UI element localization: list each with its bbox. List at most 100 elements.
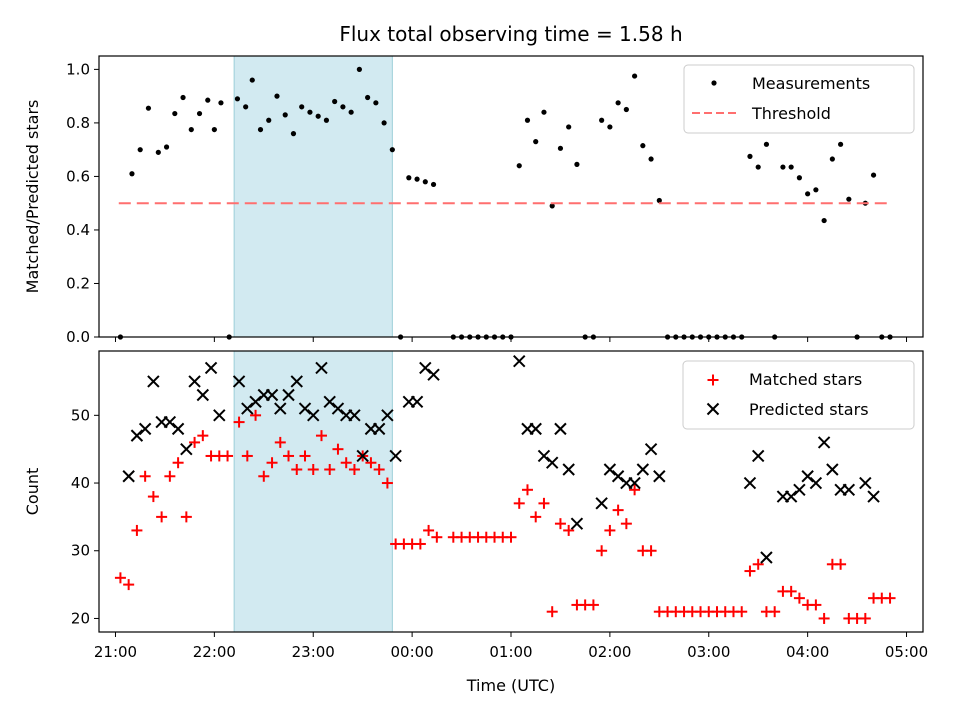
predicted-point: [356, 449, 369, 463]
measurement-point: [846, 196, 852, 202]
ratio-ticks: 0.0 0.2 0.4 0.6 0.8 1.0: [66, 60, 908, 346]
matched-point: [373, 463, 385, 475]
predicted-point: [147, 375, 160, 388]
predicted-point-b: [760, 551, 773, 564]
predicted-point: [298, 402, 312, 415]
measurement-point: [805, 191, 811, 197]
measurement-point: [599, 117, 605, 123]
matched-point: [513, 497, 525, 509]
matched-point: [156, 511, 168, 523]
predicted-point-b: [282, 388, 295, 402]
matched-point: [835, 558, 847, 570]
matched-point: [612, 504, 624, 516]
ytick-label: 30: [71, 542, 90, 560]
predicted-point-b: [603, 463, 617, 476]
ytick-label: 1.0: [66, 60, 90, 78]
predicted-point-b: [188, 375, 201, 388]
matched-point: [736, 606, 748, 618]
matched-point: [793, 592, 805, 604]
predicted-point-b: [545, 456, 559, 469]
observing-window-span: [233, 350, 393, 633]
predicted-point-b: [743, 476, 757, 490]
matched-point: [769, 606, 781, 618]
predicted-point-b: [290, 375, 303, 388]
predicted-point: [570, 517, 584, 530]
predicted-point-b: [562, 463, 575, 476]
measurement-point: [323, 117, 330, 123]
predicted-point: [180, 442, 193, 456]
predicted-point: [653, 470, 666, 483]
matched-point: [538, 497, 550, 509]
predicted-point-b: [867, 490, 880, 503]
predicted-point-b: [147, 375, 160, 388]
measurement-point: [257, 126, 264, 133]
matched-point: [164, 470, 176, 482]
predicted-point: [628, 476, 641, 490]
legend-plus: [707, 374, 719, 386]
observing-window-span: [233, 55, 393, 338]
predicted-point: [644, 442, 658, 456]
predicted-point: [249, 395, 262, 408]
measurement-point: [389, 147, 395, 153]
matched-point: [629, 484, 641, 496]
measurement-point: [373, 100, 379, 106]
matched-point: [283, 450, 295, 462]
measurement-point: [348, 109, 354, 115]
predicted-point-b: [537, 449, 551, 463]
legend-x-b: [706, 402, 720, 416]
ytick-label: 50: [71, 406, 90, 424]
predicted-point-b: [859, 476, 872, 490]
matched-point: [521, 484, 533, 496]
xtick-label: 04:00: [786, 643, 829, 661]
measurement-point: [574, 161, 580, 167]
matched-point: [620, 518, 632, 530]
predicted-point-b: [372, 422, 386, 436]
predicted-point-b: [171, 422, 185, 436]
matched-point: [810, 599, 822, 611]
predicted-point: [529, 422, 542, 436]
predicted-point-b: [196, 388, 210, 402]
predicted-point-b: [751, 449, 765, 463]
matched-point: [604, 524, 616, 536]
predicted-point: [611, 470, 625, 483]
measurement-point: [234, 96, 241, 102]
matched-point: [189, 436, 201, 448]
matched-point: [222, 450, 234, 462]
matched-point: [131, 524, 143, 536]
matched-point: [299, 450, 311, 462]
predicted-point: [826, 463, 839, 476]
legend-predicted-label: Predicted stars: [749, 400, 869, 419]
count-legend-box: [682, 360, 915, 430]
predicted-point: [196, 388, 210, 402]
predicted-point-b: [331, 402, 345, 415]
measurement-point: [218, 100, 224, 106]
predicted-point: [603, 463, 617, 476]
matched-point: [332, 443, 344, 455]
matched-point: [744, 565, 756, 577]
count-panel: 20 30 40 50 21:00 22:00 23:00 00:00 01:00 02:00 03…: [23, 350, 928, 695]
legend-threshold-label: Threshold: [751, 104, 831, 123]
matched-point: [233, 416, 245, 428]
measurement-point: [813, 187, 819, 193]
measurement-point: [155, 149, 161, 155]
measurement-point: [307, 109, 313, 115]
predicted-point-b: [784, 490, 798, 503]
predicted-point-b: [204, 361, 218, 375]
measurement-point: [129, 171, 135, 177]
measurement-point: [541, 109, 547, 115]
ytick-label: 0.2: [66, 274, 90, 292]
predicted-point: [842, 483, 856, 497]
matched-point: [324, 463, 336, 475]
predicted-point-b: [817, 436, 831, 449]
ytick-label: 0.4: [66, 221, 90, 239]
measurement-point: [299, 104, 305, 110]
xtick-label: 00:00: [391, 643, 434, 661]
count-xlabel: Time (UTC): [466, 676, 555, 695]
predicted-point-b: [513, 354, 526, 368]
predicted-point: [537, 449, 551, 463]
predicted-point: [867, 490, 880, 503]
predicted-point: [381, 409, 394, 422]
predicted-point: [282, 388, 295, 402]
ytick-label: 0.6: [66, 167, 90, 185]
predicted-point-b: [307, 409, 320, 422]
